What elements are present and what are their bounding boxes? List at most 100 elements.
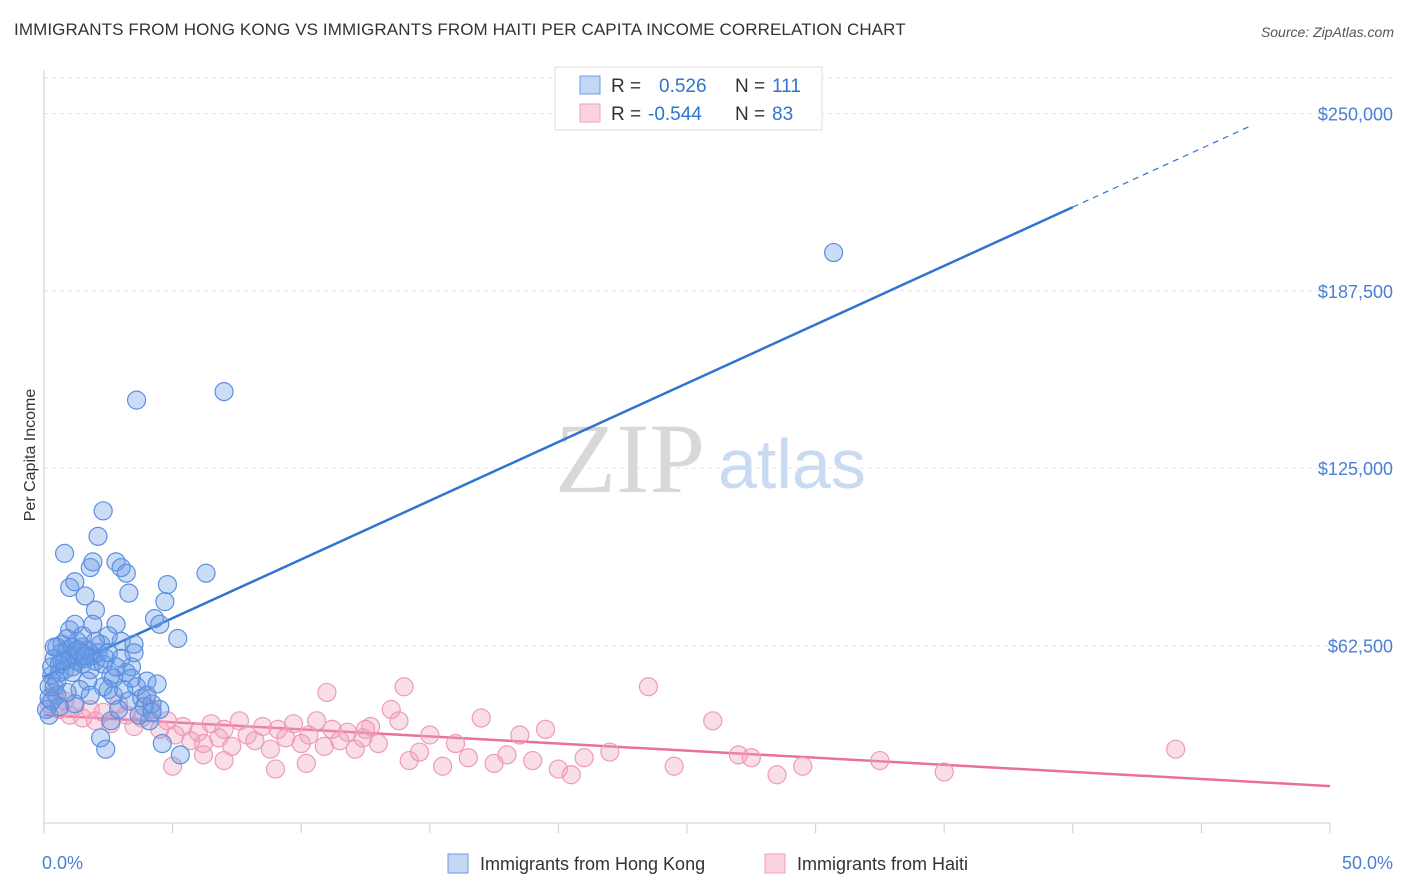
haiti-point-72 (870, 750, 890, 771)
watermark-zip: ZIP (555, 403, 705, 514)
haiti-point-51 (420, 725, 440, 745)
haiti-point-70 (767, 765, 787, 785)
hong-kong-point-73 (152, 733, 172, 754)
haiti-point-63 (574, 748, 594, 768)
haiti-point-79 (296, 753, 316, 774)
hong-kong-point-55 (155, 592, 175, 612)
haiti-point-80 (317, 682, 337, 703)
haiti-point-54 (458, 748, 478, 768)
haiti-point-32 (260, 739, 280, 759)
hong-kong-point-107 (142, 702, 162, 722)
hong-kong-point-100 (147, 674, 167, 694)
y-tick-label-1: $125,000 (1318, 459, 1393, 479)
haiti-point-73 (934, 762, 954, 782)
y-tick-labels: $62,500 $125,000 $187,500 $250,000 (1318, 104, 1393, 656)
bottom-legend-swatch-haiti (764, 853, 786, 874)
haiti-point-77 (214, 750, 234, 771)
haiti-point-66 (664, 756, 684, 776)
haiti-point-82 (394, 677, 414, 697)
haiti-point-76 (193, 745, 214, 765)
haiti-point-71 (793, 756, 813, 776)
hong-kong-point-45 (83, 552, 103, 572)
watermark: ZIP atlas (555, 403, 866, 514)
grid-lines (44, 77, 1393, 647)
legend-n-label: N = (735, 76, 765, 97)
haiti-point-59 (523, 750, 543, 771)
y-tick-label-3: $250,000 (1318, 104, 1393, 124)
chart-source: Source: ZipAtlas.com (1260, 24, 1394, 40)
hong-kong-point-109 (80, 685, 100, 705)
hong-kong-point-42 (65, 572, 85, 592)
haiti-point-81 (355, 719, 376, 739)
x-tick-label-max: 50.0% (1342, 853, 1393, 873)
haiti-point-46 (368, 733, 388, 754)
bottom-legend: Immigrants from Hong Kong Immigrants fro… (447, 853, 968, 874)
bottom-legend-label-hong-kong: Immigrants from Hong Kong (480, 854, 705, 874)
haiti-point-65 (638, 677, 659, 697)
y-axis-label: Per Capita Income (22, 389, 39, 522)
haiti-point-45 (361, 716, 381, 737)
hong-kong-point-46 (85, 600, 106, 620)
hong-kong-point-103 (47, 637, 67, 657)
hong-kong-point-53 (126, 390, 147, 410)
hong-kong-point-104 (75, 645, 95, 666)
hong-kong-point-58 (168, 628, 188, 649)
legend-n-value-hong-kong: 111 (772, 76, 801, 97)
haiti-point-52 (433, 756, 453, 776)
hong-kong-point-48 (93, 501, 113, 521)
legend-r-label: R = (611, 76, 641, 97)
trend-lines (43, 124, 1331, 788)
haiti-point-57 (497, 745, 517, 765)
haiti-point-67 (703, 711, 723, 731)
legend-swatch-hong-kong (579, 75, 601, 95)
legend-swatch-haiti (579, 103, 601, 123)
haiti-point-64 (600, 742, 620, 762)
haiti-point-48 (389, 711, 409, 731)
haiti-points (39, 677, 1186, 785)
bottom-legend-swatch-hong-kong (447, 853, 469, 874)
haiti-point-58 (510, 725, 530, 745)
trend-line-hong-kong-extension (1072, 124, 1254, 208)
haiti-point-53 (445, 733, 466, 754)
hong-kong-point-110 (824, 242, 844, 263)
hong-kong-point-59 (196, 563, 216, 583)
legend-n-value-haiti: 83 (772, 104, 793, 125)
hong-kong-point-98 (124, 634, 144, 654)
haiti-point-26 (214, 719, 234, 739)
hong-kong-point-47 (88, 526, 108, 546)
hong-kong-point-80 (119, 691, 139, 711)
haiti-point-31 (253, 716, 273, 737)
legend-r-value-haiti: -0.544 (648, 104, 702, 125)
hong-kong-point-108 (39, 705, 59, 725)
hong-kong-point-105 (106, 657, 126, 677)
hong-kong-point-94 (83, 614, 103, 634)
haiti-point-35 (283, 714, 304, 734)
hong-kong-point-51 (116, 563, 136, 583)
hong-kong-point-77 (101, 711, 121, 731)
hong-kong-point-62 (106, 614, 126, 634)
hong-kong-point-57 (150, 614, 170, 634)
haiti-point-60 (535, 719, 556, 739)
hong-kong-point-87 (65, 694, 85, 714)
hong-kong-points (36, 242, 844, 765)
hong-kong-point-52 (119, 583, 139, 603)
hong-kong-point-41 (60, 577, 80, 598)
hong-kong-point-43 (75, 586, 95, 606)
bottom-legend-label-haiti: Immigrants from Haiti (797, 854, 968, 874)
watermark-atlas: atlas (718, 425, 866, 503)
legend-r-label-2: R = (611, 104, 641, 125)
hong-kong-point-106 (121, 668, 142, 688)
haiti-point-50 (409, 742, 430, 762)
haiti-point-74 (1166, 739, 1186, 759)
hong-kong-point-60 (214, 382, 234, 402)
legend-r-value-hong-kong: 0.526 (659, 76, 707, 97)
hong-kong-point-90 (44, 677, 64, 697)
y-tick-label-0: $62,500 (1328, 637, 1393, 657)
hong-kong-point-50 (111, 557, 131, 578)
y-tick-label-2: $187,500 (1318, 282, 1393, 302)
hong-kong-point-37 (98, 680, 118, 700)
haiti-point-62 (561, 765, 581, 785)
haiti-point-75 (163, 756, 183, 776)
hong-kong-point-91 (42, 691, 62, 711)
